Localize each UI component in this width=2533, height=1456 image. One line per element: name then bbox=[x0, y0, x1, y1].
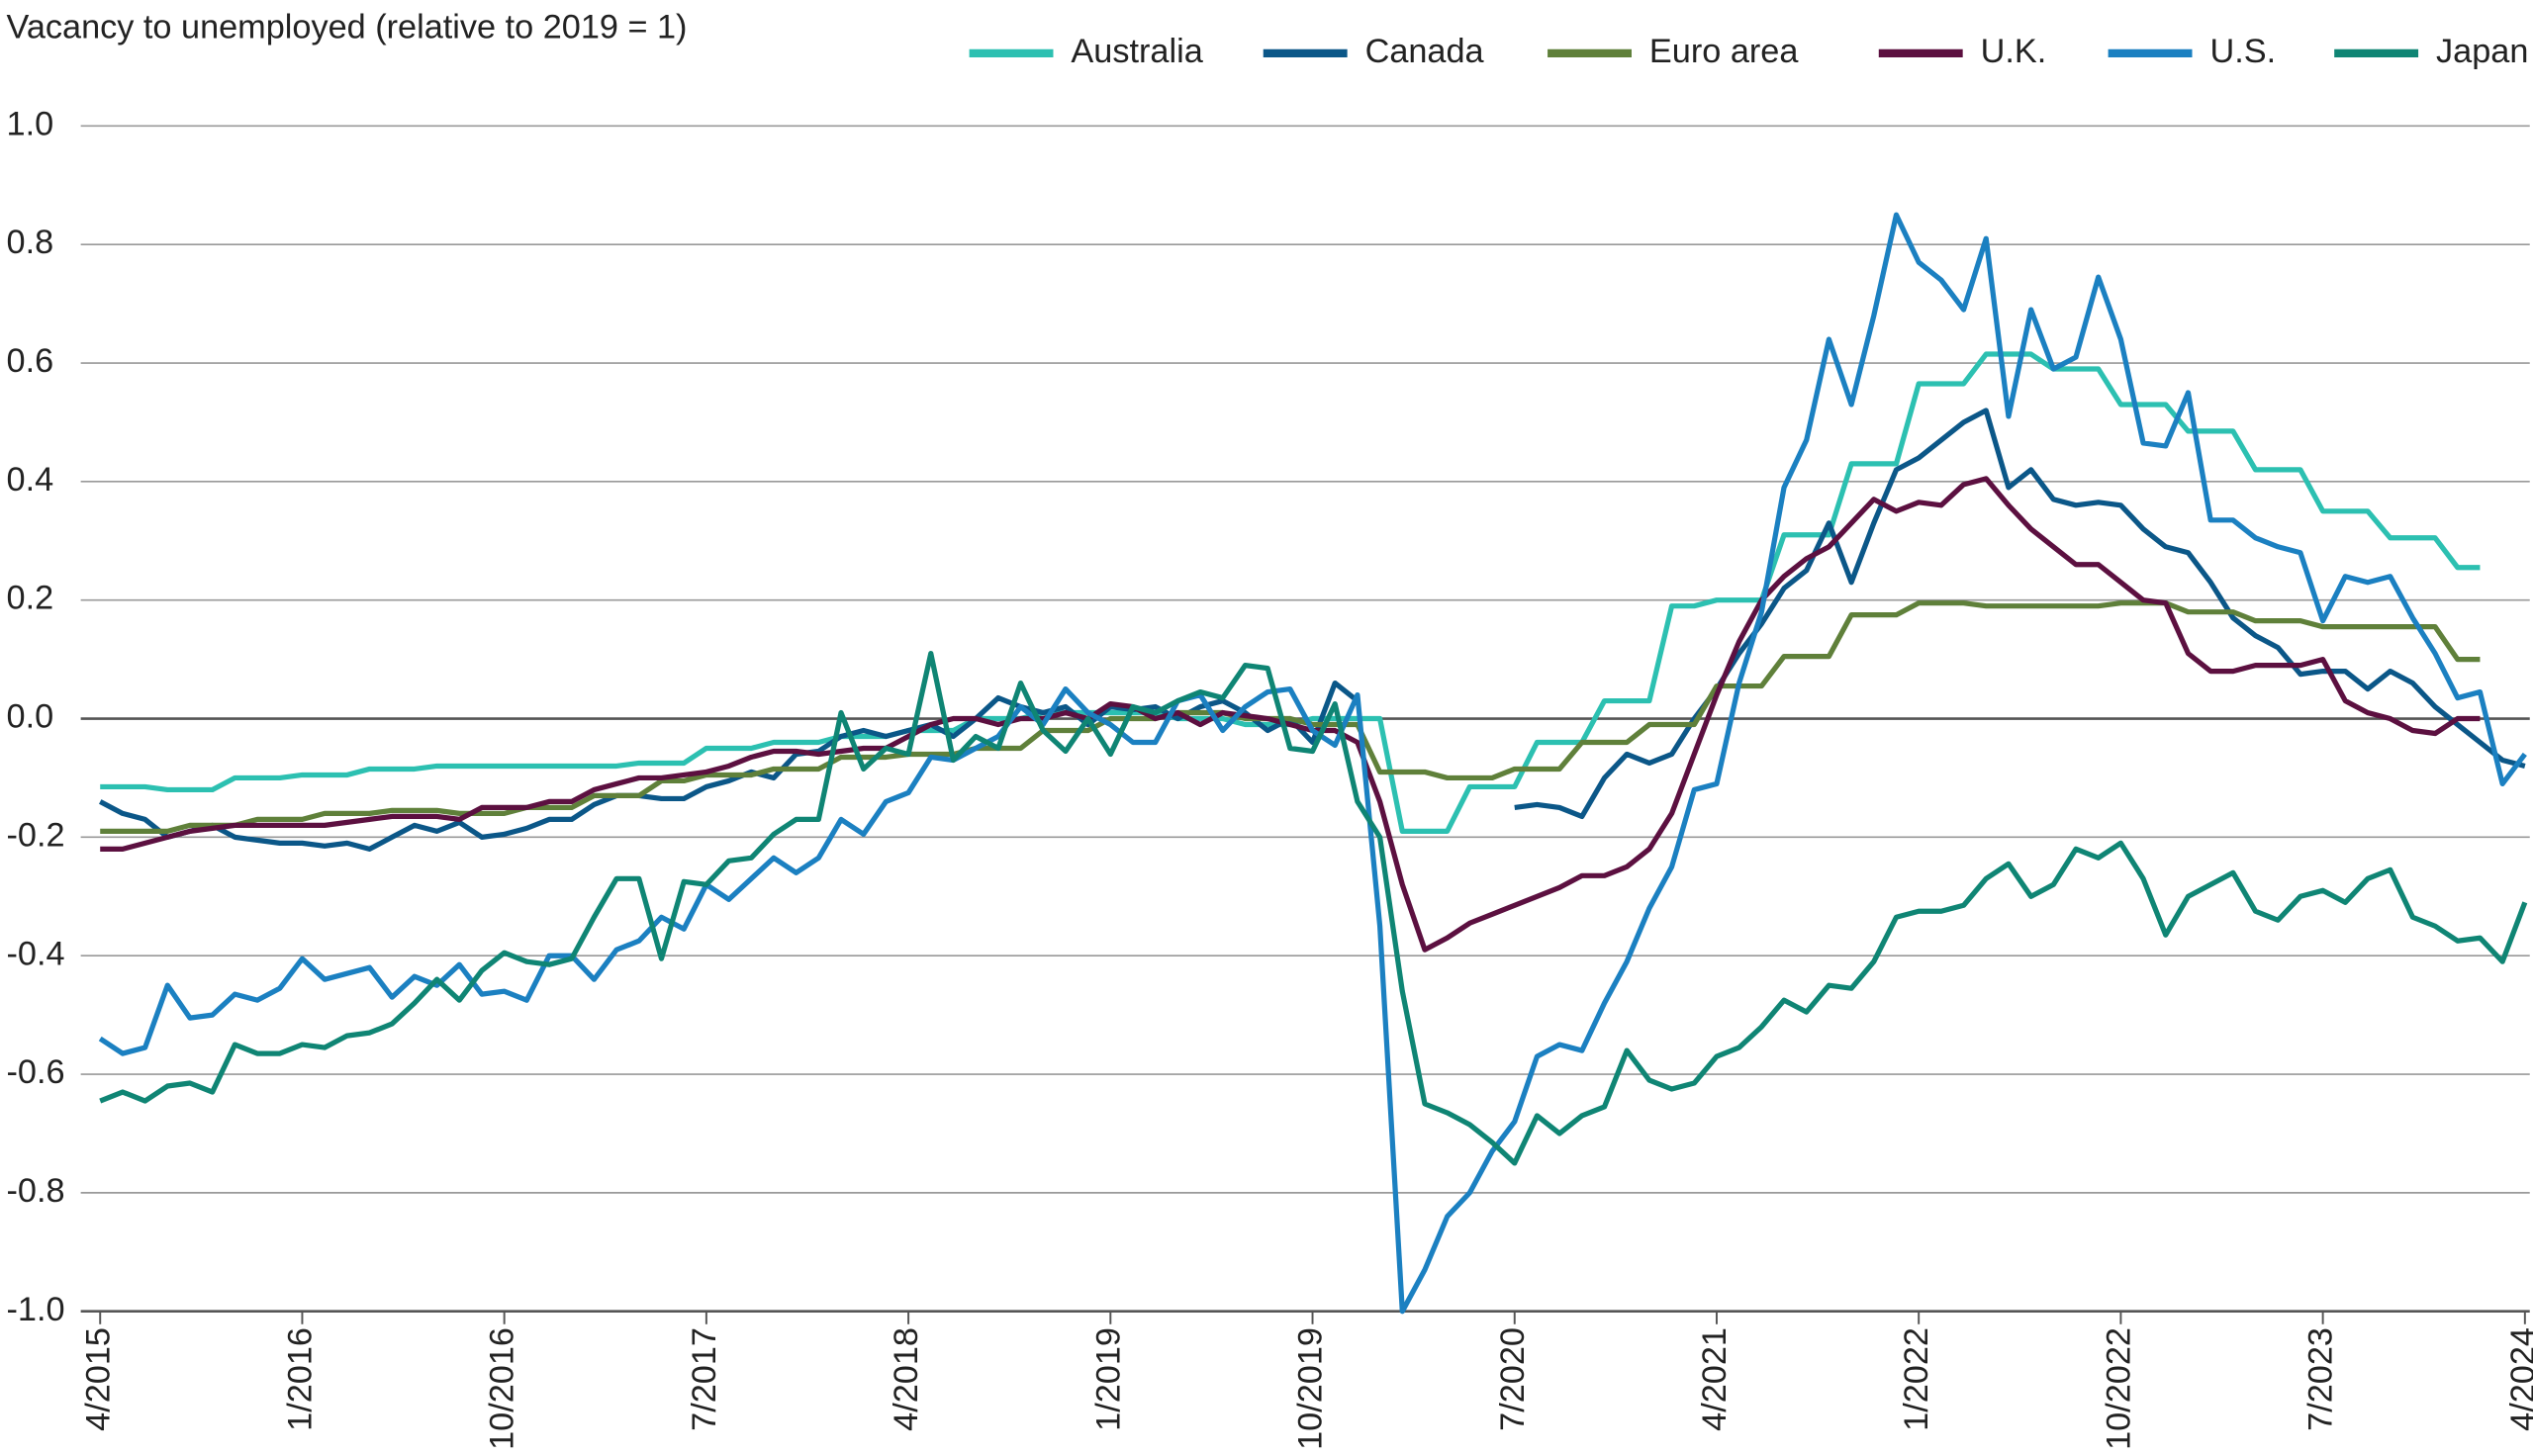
y-tick-label: -0.2 bbox=[7, 816, 65, 854]
x-tick-label: 7/2023 bbox=[2302, 1327, 2340, 1431]
y-tick-label: 0.2 bbox=[7, 580, 54, 617]
legend-label: Australia bbox=[1071, 33, 1203, 70]
x-tick-label: 10/2022 bbox=[2100, 1327, 2137, 1450]
x-tick-label: 4/2021 bbox=[1696, 1327, 1734, 1431]
legend-label: U.S. bbox=[2209, 33, 2276, 70]
x-tick-label: 1/2022 bbox=[1898, 1327, 1935, 1431]
y-tick-label: 0.8 bbox=[7, 224, 54, 261]
x-tick-label: 7/2020 bbox=[1494, 1327, 1532, 1431]
y-tick-label: 1.0 bbox=[7, 105, 54, 142]
series-line bbox=[100, 351, 2481, 834]
series-line bbox=[98, 212, 2527, 1315]
y-tick-label: 0.4 bbox=[7, 461, 54, 499]
legend-label: Canada bbox=[1365, 33, 1485, 70]
x-tick-label: 4/2024 bbox=[2504, 1327, 2533, 1431]
x-tick-label: 1/2019 bbox=[1089, 1327, 1127, 1431]
legend-label: Japan bbox=[2436, 33, 2528, 70]
y-tick-label: -0.4 bbox=[7, 935, 65, 972]
series-line bbox=[100, 600, 2481, 834]
series-line bbox=[100, 476, 2481, 953]
y-tick-label: 0.0 bbox=[7, 698, 54, 736]
x-tick-label: 7/2017 bbox=[686, 1327, 723, 1431]
x-tick-label: 1/2016 bbox=[282, 1327, 320, 1431]
x-tick-label: 4/2018 bbox=[888, 1327, 925, 1431]
y-tick-label: 0.6 bbox=[7, 342, 54, 380]
x-tick-label: 4/2015 bbox=[79, 1327, 117, 1431]
series-line bbox=[99, 408, 2526, 852]
y-tick-label: -0.6 bbox=[7, 1053, 65, 1091]
y-tick-label: -1.0 bbox=[7, 1291, 65, 1328]
x-tick-label: 10/2019 bbox=[1292, 1327, 1330, 1450]
legend-label: Euro area bbox=[1649, 33, 1799, 70]
series-line bbox=[99, 651, 2528, 1166]
y-tick-label: -0.8 bbox=[7, 1172, 65, 1210]
legend-label: U.K. bbox=[1981, 33, 2047, 70]
chart-title: Vacancy to unemployed (relative to 2019 … bbox=[7, 8, 688, 46]
x-tick-label: 10/2016 bbox=[484, 1327, 521, 1450]
